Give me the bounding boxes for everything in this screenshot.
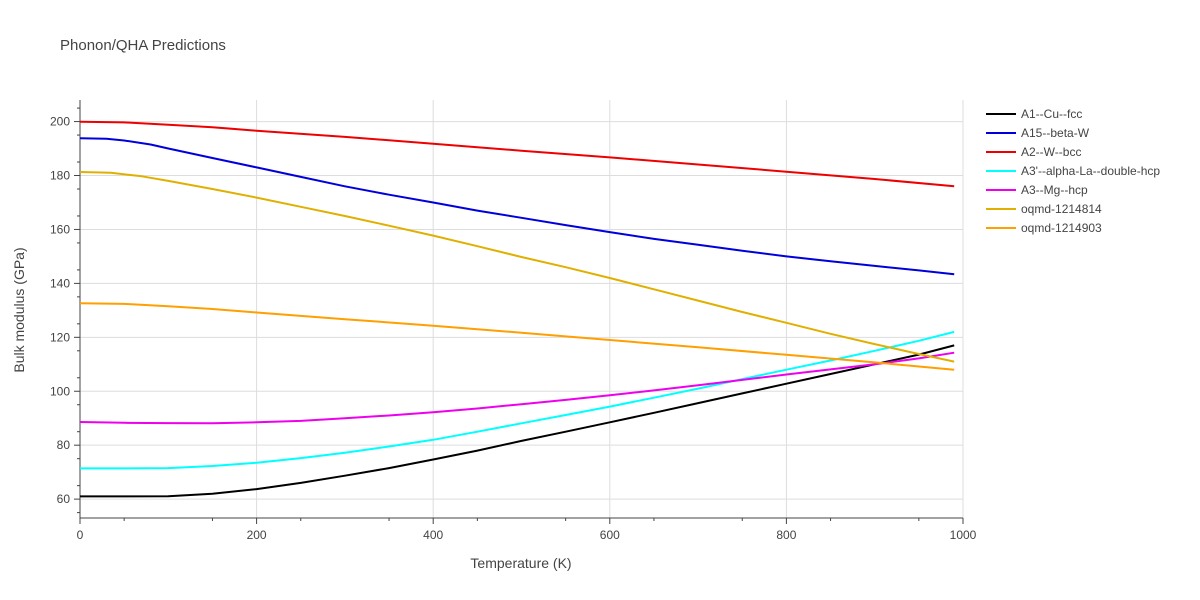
x-tick-label: 400 bbox=[423, 528, 443, 542]
legend-item: A3'--alpha-La--double-hcp bbox=[986, 164, 1160, 178]
series-lines bbox=[79, 120, 955, 498]
legend-label: oqmd-1214903 bbox=[1021, 221, 1102, 235]
legend-label: A2--W--bcc bbox=[1021, 145, 1081, 159]
legend-label: A3'--alpha-La--double-hcp bbox=[1021, 164, 1160, 178]
legend-label: A3--Mg--hcp bbox=[1021, 183, 1088, 197]
y-tick-label: 140 bbox=[50, 276, 70, 290]
x-axis-title: Temperature (K) bbox=[470, 555, 571, 571]
legend-item: A15--beta-W bbox=[986, 126, 1090, 140]
chart-title: Phonon/QHA Predictions bbox=[60, 37, 226, 54]
gridlines bbox=[80, 100, 964, 518]
series-line-2 bbox=[79, 120, 955, 188]
legend-item: A2--W--bcc bbox=[986, 145, 1081, 159]
y-tick-label: 80 bbox=[57, 438, 71, 452]
series-line-0 bbox=[80, 344, 955, 498]
legend-item: oqmd-1214903 bbox=[986, 221, 1102, 235]
x-tick-label: 200 bbox=[247, 528, 267, 542]
x-tick-label: 600 bbox=[600, 528, 620, 542]
y-tick-label: 200 bbox=[50, 115, 70, 129]
series-line-5 bbox=[79, 171, 955, 363]
legend-label: A1--Cu--fcc bbox=[1021, 107, 1082, 121]
series-line-1 bbox=[79, 137, 955, 276]
series-line-6 bbox=[79, 302, 955, 371]
axes: 0 200 400 600 800 1000 60 80 100 120 140 160 180 200 bbox=[50, 100, 977, 542]
x-tick-label: 0 bbox=[77, 528, 84, 542]
legend-label: oqmd-1214814 bbox=[1021, 202, 1102, 216]
x-tick-label: 800 bbox=[776, 528, 796, 542]
series-line-3 bbox=[80, 330, 955, 470]
y-axis-title: Bulk modulus (GPa) bbox=[11, 247, 27, 372]
x-tick-label: 1000 bbox=[950, 528, 977, 542]
y-tick-label: 160 bbox=[50, 222, 70, 236]
y-tick-label: 120 bbox=[50, 330, 70, 344]
legend-item: A1--Cu--fcc bbox=[986, 107, 1082, 121]
legend-item: A3--Mg--hcp bbox=[986, 183, 1088, 197]
legend: A1--Cu--fcc A15--beta-W A2--W--bcc A3'--alp… bbox=[986, 107, 1160, 235]
legend-item: oqmd-1214814 bbox=[986, 202, 1102, 216]
series-line-4 bbox=[79, 351, 955, 425]
y-tick-label: 100 bbox=[50, 384, 70, 398]
legend-label: A15--beta-W bbox=[1021, 126, 1090, 140]
y-tick-label: 60 bbox=[57, 492, 71, 506]
y-tick-label: 180 bbox=[50, 169, 70, 183]
